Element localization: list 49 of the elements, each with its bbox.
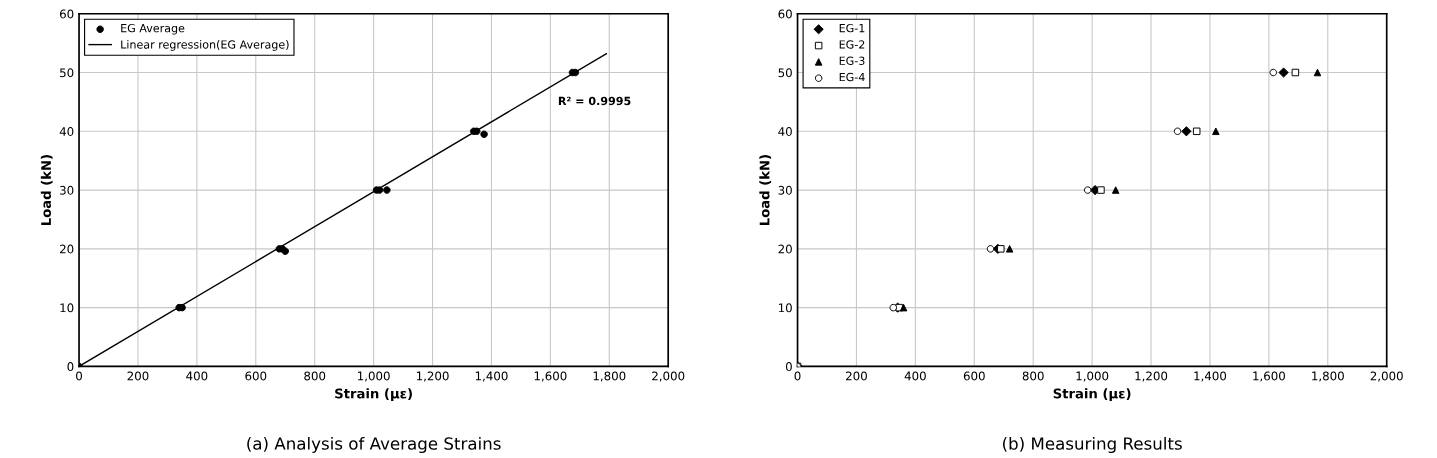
legend-label: EG-2 [839,40,865,49]
legend-label: EG-3 [839,56,865,65]
legend-label: Linear regression(EG Average) [121,40,289,51]
x-tick-label: 800 [304,371,326,381]
x-tick-label: 1,200 [416,371,449,382]
x-tick-label: 1,400 [1194,371,1227,382]
x-tick-label: 600 [245,371,267,381]
y-tick-label: 30 [60,185,74,195]
x-tick-label: 800 [1022,371,1044,381]
text: (b) Measuring Results [1003,436,1182,454]
x-tick-label: 0 [794,371,801,381]
y-tick-label: 0 [785,362,792,372]
y-axis-title: Load (kN) [40,155,53,225]
x-tick-label: 1,000 [1076,371,1109,382]
y-tick-label: 40 [59,127,74,136]
x-tick-label: 1,400 [475,371,508,382]
y-tick-label: 20 [778,244,792,254]
x-tick-label: 400 [904,371,926,381]
x-tick-label: 0 [76,371,83,381]
legend-label: EG-1 [839,23,865,33]
text: (a) Analysis of Average Strains [247,436,501,454]
y-tick-label: 50 [60,68,74,78]
y-tick-label: 0 [67,362,74,372]
x-tick-label: 200 [127,371,149,381]
x-axis-title: Strain (με) [1053,388,1131,402]
x-tick-label: 1,800 [1312,371,1344,382]
x-tick-label: 1,600 [1253,371,1285,382]
x-tick-label: 1,600 [534,371,567,382]
x-tick-label: 2,000 [652,371,685,382]
x-tick-label: 600 [963,371,985,381]
y-tick-label: 60 [778,9,792,19]
x-tick-label: 2,000 [1370,371,1403,382]
y-axis-title: Load (kN) [759,155,772,225]
x-tick-label: 1,000 [358,371,390,382]
x-tick-label: 400 [186,371,208,381]
x-tick-label: 200 [846,371,867,381]
annotation: R² = 0.9995 [558,96,631,106]
y-tick-label: 50 [778,68,792,78]
x-tick-label: 1,800 [593,371,626,382]
y-tick-label: 30 [778,185,792,195]
legend-label: EG-4 [839,72,865,82]
x-tick-label: 1,200 [1135,371,1168,382]
y-tick-label: 10 [60,303,74,313]
x-axis-title: Strain (με) [335,388,412,402]
y-tick-label: 20 [60,244,74,254]
y-tick-label: 10 [778,303,792,313]
y-tick-label: 60 [59,9,74,19]
legend-label: EG Average [121,23,185,35]
y-tick-label: 40 [778,127,792,136]
